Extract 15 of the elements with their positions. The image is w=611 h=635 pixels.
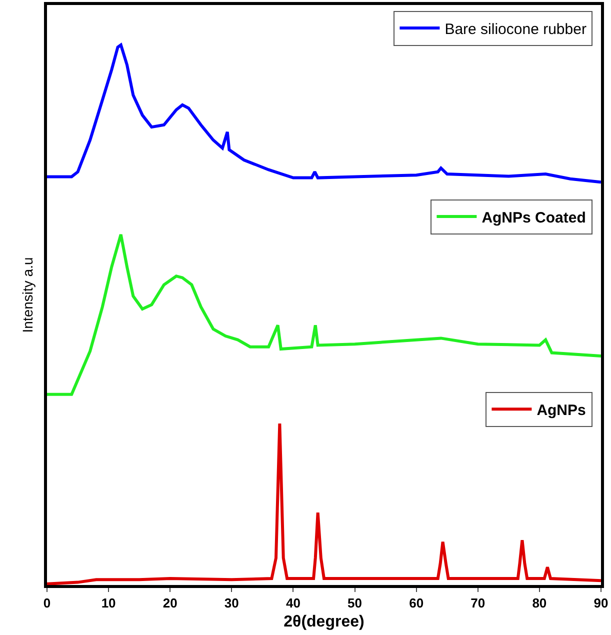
- x-tick-label: 30: [224, 596, 239, 611]
- y-axis-title: Intensity a.u: [20, 257, 36, 333]
- x-tick-label: 70: [470, 596, 486, 611]
- x-tick-label: 90: [594, 596, 608, 611]
- x-tick-label: 10: [101, 596, 116, 611]
- x-tick-label: 50: [348, 596, 362, 611]
- legend-label: Bare siliocone rubber: [444, 20, 586, 38]
- x-axis-title: 2θ(degree): [284, 613, 364, 630]
- legend-label: AgNPs: [536, 402, 586, 419]
- x-tick-label: 60: [409, 596, 424, 611]
- x-tick-label: 20: [162, 596, 178, 611]
- x-tick-label: 80: [532, 596, 547, 611]
- x-tick-label: 0: [43, 596, 51, 611]
- legend-label: AgNPs Coated: [482, 209, 586, 226]
- x-tick-label: 40: [286, 596, 300, 611]
